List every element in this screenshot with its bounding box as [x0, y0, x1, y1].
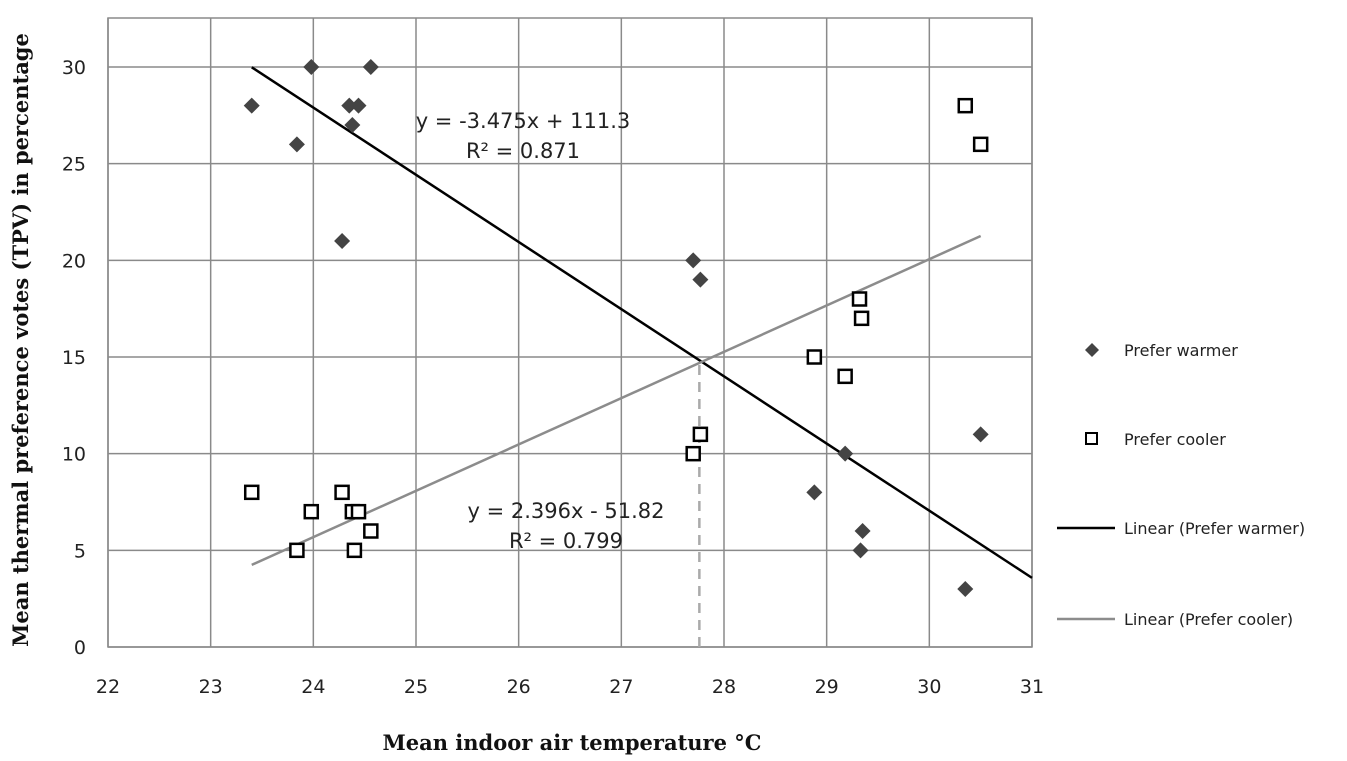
point-prefer-warmer — [685, 252, 702, 269]
trendline-prefer-warmer — [251, 66, 1033, 579]
point-prefer-cooler — [350, 503, 367, 520]
x-tick-label: 26 — [507, 676, 531, 698]
point-prefer-cooler — [806, 349, 823, 365]
x-tick-label: 23 — [199, 676, 223, 698]
x-tick-label: 28 — [712, 676, 736, 698]
trendlines — [251, 66, 1033, 579]
equation-prefer-cooler: y = 2.396x - 51.82 — [468, 499, 665, 523]
point-prefer-cooler — [972, 136, 989, 153]
x-tick-label: 22 — [96, 676, 120, 698]
legend-item-linear-prefer-cooler: Linear (Prefer cooler) — [1057, 610, 1293, 629]
point-prefer-warmer — [334, 233, 351, 249]
legend-item-prefer-warmer: Prefer warmer — [1085, 341, 1238, 360]
x-tick-label: 30 — [917, 676, 941, 698]
y-tick-label: 30 — [62, 57, 86, 79]
equation-prefer-warmer: y = -3.475x + 111.3 — [416, 109, 631, 133]
x-axis-ticks: 22 23 24 25 26 27 28 29 30 31 — [96, 676, 1044, 698]
r2-prefer-cooler: R² = 0.799 — [509, 529, 623, 553]
x-tick-label: 31 — [1020, 676, 1044, 698]
y-tick-label: 20 — [62, 250, 86, 272]
square-marker-icon — [1085, 432, 1098, 445]
point-prefer-warmer — [341, 97, 358, 114]
y-tick-label: 10 — [62, 444, 86, 466]
x-tick-label: 29 — [815, 676, 839, 698]
point-prefer-warmer — [303, 59, 320, 75]
x-tick-label: 25 — [404, 676, 428, 698]
point-prefer-warmer — [837, 445, 854, 462]
legend-label-linear-prefer-cooler: Linear (Prefer cooler) — [1124, 610, 1293, 629]
diamond-marker-icon — [1085, 343, 1099, 357]
x-tick-label: 27 — [609, 676, 633, 698]
point-prefer-warmer — [344, 117, 361, 133]
data-points — [243, 59, 989, 597]
point-prefer-warmer — [972, 426, 989, 443]
point-prefer-warmer — [852, 542, 869, 559]
point-prefer-cooler — [957, 97, 974, 114]
point-prefer-cooler — [851, 291, 868, 307]
point-prefer-warmer — [692, 271, 709, 288]
x-axis-label: Mean indoor air temperature °C — [383, 730, 762, 755]
point-prefer-cooler — [346, 542, 363, 559]
legend: Prefer warmer Prefer cooler Linear (Pref… — [1057, 341, 1305, 629]
legend-item-prefer-cooler: Prefer cooler — [1085, 430, 1226, 449]
r2-prefer-warmer: R² = 0.871 — [466, 139, 580, 163]
y-tick-label: 5 — [74, 540, 86, 562]
x-tick-label: 24 — [301, 676, 325, 698]
y-tick-label: 0 — [74, 637, 86, 659]
grid — [107, 17, 1033, 648]
point-prefer-warmer — [288, 136, 305, 153]
point-prefer-cooler — [692, 426, 709, 443]
legend-label-prefer-cooler: Prefer cooler — [1124, 430, 1226, 449]
point-prefer-cooler — [853, 310, 870, 327]
point-prefer-warmer — [957, 581, 974, 597]
legend-item-linear-prefer-warmer: Linear (Prefer warmer) — [1057, 519, 1305, 538]
point-prefer-cooler — [837, 368, 853, 385]
y-axis-label: Mean thermal preference votes (TPV) in p… — [8, 33, 33, 647]
point-prefer-cooler — [363, 523, 379, 539]
point-prefer-cooler — [685, 445, 701, 462]
point-prefer-warmer — [806, 484, 823, 501]
y-axis-ticks: 0 5 10 15 20 25 30 — [62, 57, 86, 659]
point-prefer-warmer — [350, 97, 367, 114]
point-prefer-cooler — [334, 484, 350, 501]
y-tick-label: 25 — [62, 154, 86, 176]
y-tick-label: 15 — [62, 347, 86, 369]
point-prefer-cooler — [243, 484, 260, 501]
legend-label-prefer-warmer: Prefer warmer — [1124, 341, 1238, 360]
trendline-prefer-cooler — [251, 234, 982, 567]
point-prefer-warmer — [362, 59, 379, 75]
point-prefer-cooler — [289, 542, 305, 559]
point-prefer-cooler — [303, 503, 320, 520]
point-prefer-warmer — [243, 97, 260, 114]
legend-label-linear-prefer-warmer: Linear (Prefer warmer) — [1124, 519, 1305, 538]
point-prefer-warmer — [854, 523, 871, 539]
